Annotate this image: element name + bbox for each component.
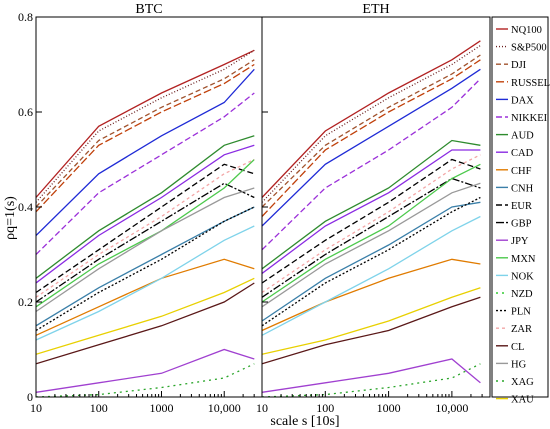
series-line-aud <box>36 135 255 279</box>
y-tick-label: 0 <box>27 390 33 404</box>
legend-label: XAG <box>511 377 534 388</box>
x-tick-label: 10 <box>30 401 42 415</box>
series-line-xag <box>36 363 255 397</box>
x-tick-label: 1000 <box>149 401 173 415</box>
x-axis-label: scale s [10s] <box>270 414 339 429</box>
legend-label: JPY <box>511 236 529 247</box>
series-line-cad <box>262 149 481 275</box>
series-line-cnh <box>262 201 481 322</box>
y-tick-label: 0.6 <box>18 105 33 119</box>
x-tick-label: 100 <box>316 401 334 415</box>
series-line-zar <box>36 158 255 298</box>
series-line-zar <box>262 154 481 294</box>
series-line-mxn <box>36 159 255 308</box>
series-line-jpy <box>36 348 255 393</box>
x-tick-label: 1000 <box>377 401 401 415</box>
panel-title-eth: ETH <box>362 2 389 17</box>
series-line-cnh <box>36 206 255 327</box>
legend-label: MXN <box>511 254 536 265</box>
series-line-eur <box>36 163 255 294</box>
series-line-pln <box>36 206 255 332</box>
legend-label: RUSSEL <box>511 78 550 89</box>
series-line-russel <box>262 59 481 217</box>
axes-layer: BTC ETH 0 0.2 0.4 0.6 0.8 10 100 1000 10,000 10 100 1… <box>18 2 491 415</box>
legend-label: GBP <box>511 219 532 230</box>
y-tick-label: 0.8 <box>18 10 33 24</box>
legend-label: DAX <box>511 95 534 106</box>
series-line-hg <box>262 182 481 308</box>
series-line-nok <box>262 215 481 336</box>
series-line-nikkei <box>36 92 255 255</box>
panels-layer <box>36 40 481 397</box>
series-line-xau <box>36 277 255 355</box>
series-line-eur <box>262 158 481 284</box>
series-line-xau <box>262 287 481 355</box>
panel-eth-lines <box>262 40 481 397</box>
y-axis-label: ρq=1(s) <box>3 196 18 240</box>
legend-label: CNH <box>511 183 534 194</box>
legend-label: ZAR <box>511 324 532 335</box>
series-line-russel <box>36 63 255 213</box>
legend-label: S&P500 <box>511 43 547 54</box>
legend-label: CHF <box>511 166 532 177</box>
legend: NQ100 S&P500 DJI RUSSEL DAX NIKKEI AUD CAD CHF CN… <box>491 16 550 406</box>
series-line-gbp <box>262 177 481 298</box>
series-line-chf <box>262 258 481 332</box>
x-tick-label: 10 <box>256 401 268 415</box>
legend-label: NQ100 <box>511 25 542 36</box>
series-line-nq100 <box>36 49 255 198</box>
legend-label: NZD <box>511 289 533 300</box>
legend-label: EUR <box>511 201 532 212</box>
legend-label: AUD <box>511 131 534 142</box>
y-tick-label: 0.2 <box>18 295 33 309</box>
panel-title-btc: BTC <box>135 2 162 17</box>
series-line-dax <box>36 68 255 236</box>
series-line-s-p500 <box>36 49 255 203</box>
legend-label: NOK <box>511 271 534 282</box>
series-line-hg <box>36 187 255 313</box>
series-line-cl <box>262 296 481 365</box>
legend-box <box>491 16 549 398</box>
series-line-s-p500 <box>262 44 481 203</box>
x-tick-label: 100 <box>90 401 108 415</box>
legend-label: XAU <box>511 395 534 406</box>
legend-label: PLN <box>511 307 531 318</box>
series-line-nikkei <box>262 78 481 251</box>
series-line-nok <box>36 225 255 341</box>
series-line-cl <box>36 282 255 365</box>
series-line-xag <box>262 363 481 397</box>
legend-label: CAD <box>511 148 534 159</box>
series-line-jpy <box>262 358 481 393</box>
series-line-dji <box>36 59 255 208</box>
series-line-aud <box>262 139 481 270</box>
series-line-pln <box>262 196 481 327</box>
legend-label: CL <box>511 342 524 353</box>
x-tick-label: 10,000 <box>435 401 468 415</box>
panel-btc-lines <box>36 49 255 397</box>
legend-label: NIKKEI <box>511 113 548 124</box>
y-tick-label: 0.4 <box>18 200 33 214</box>
series-line-dax <box>262 68 481 227</box>
legend-label: DJI <box>511 60 527 71</box>
legend-label: HG <box>511 359 527 370</box>
series-line-cad <box>36 144 255 284</box>
series-line-mxn <box>262 163 481 303</box>
series-line-nq100 <box>262 40 481 198</box>
series-line-dji <box>262 54 481 208</box>
x-tick-label: 10,000 <box>208 401 241 415</box>
